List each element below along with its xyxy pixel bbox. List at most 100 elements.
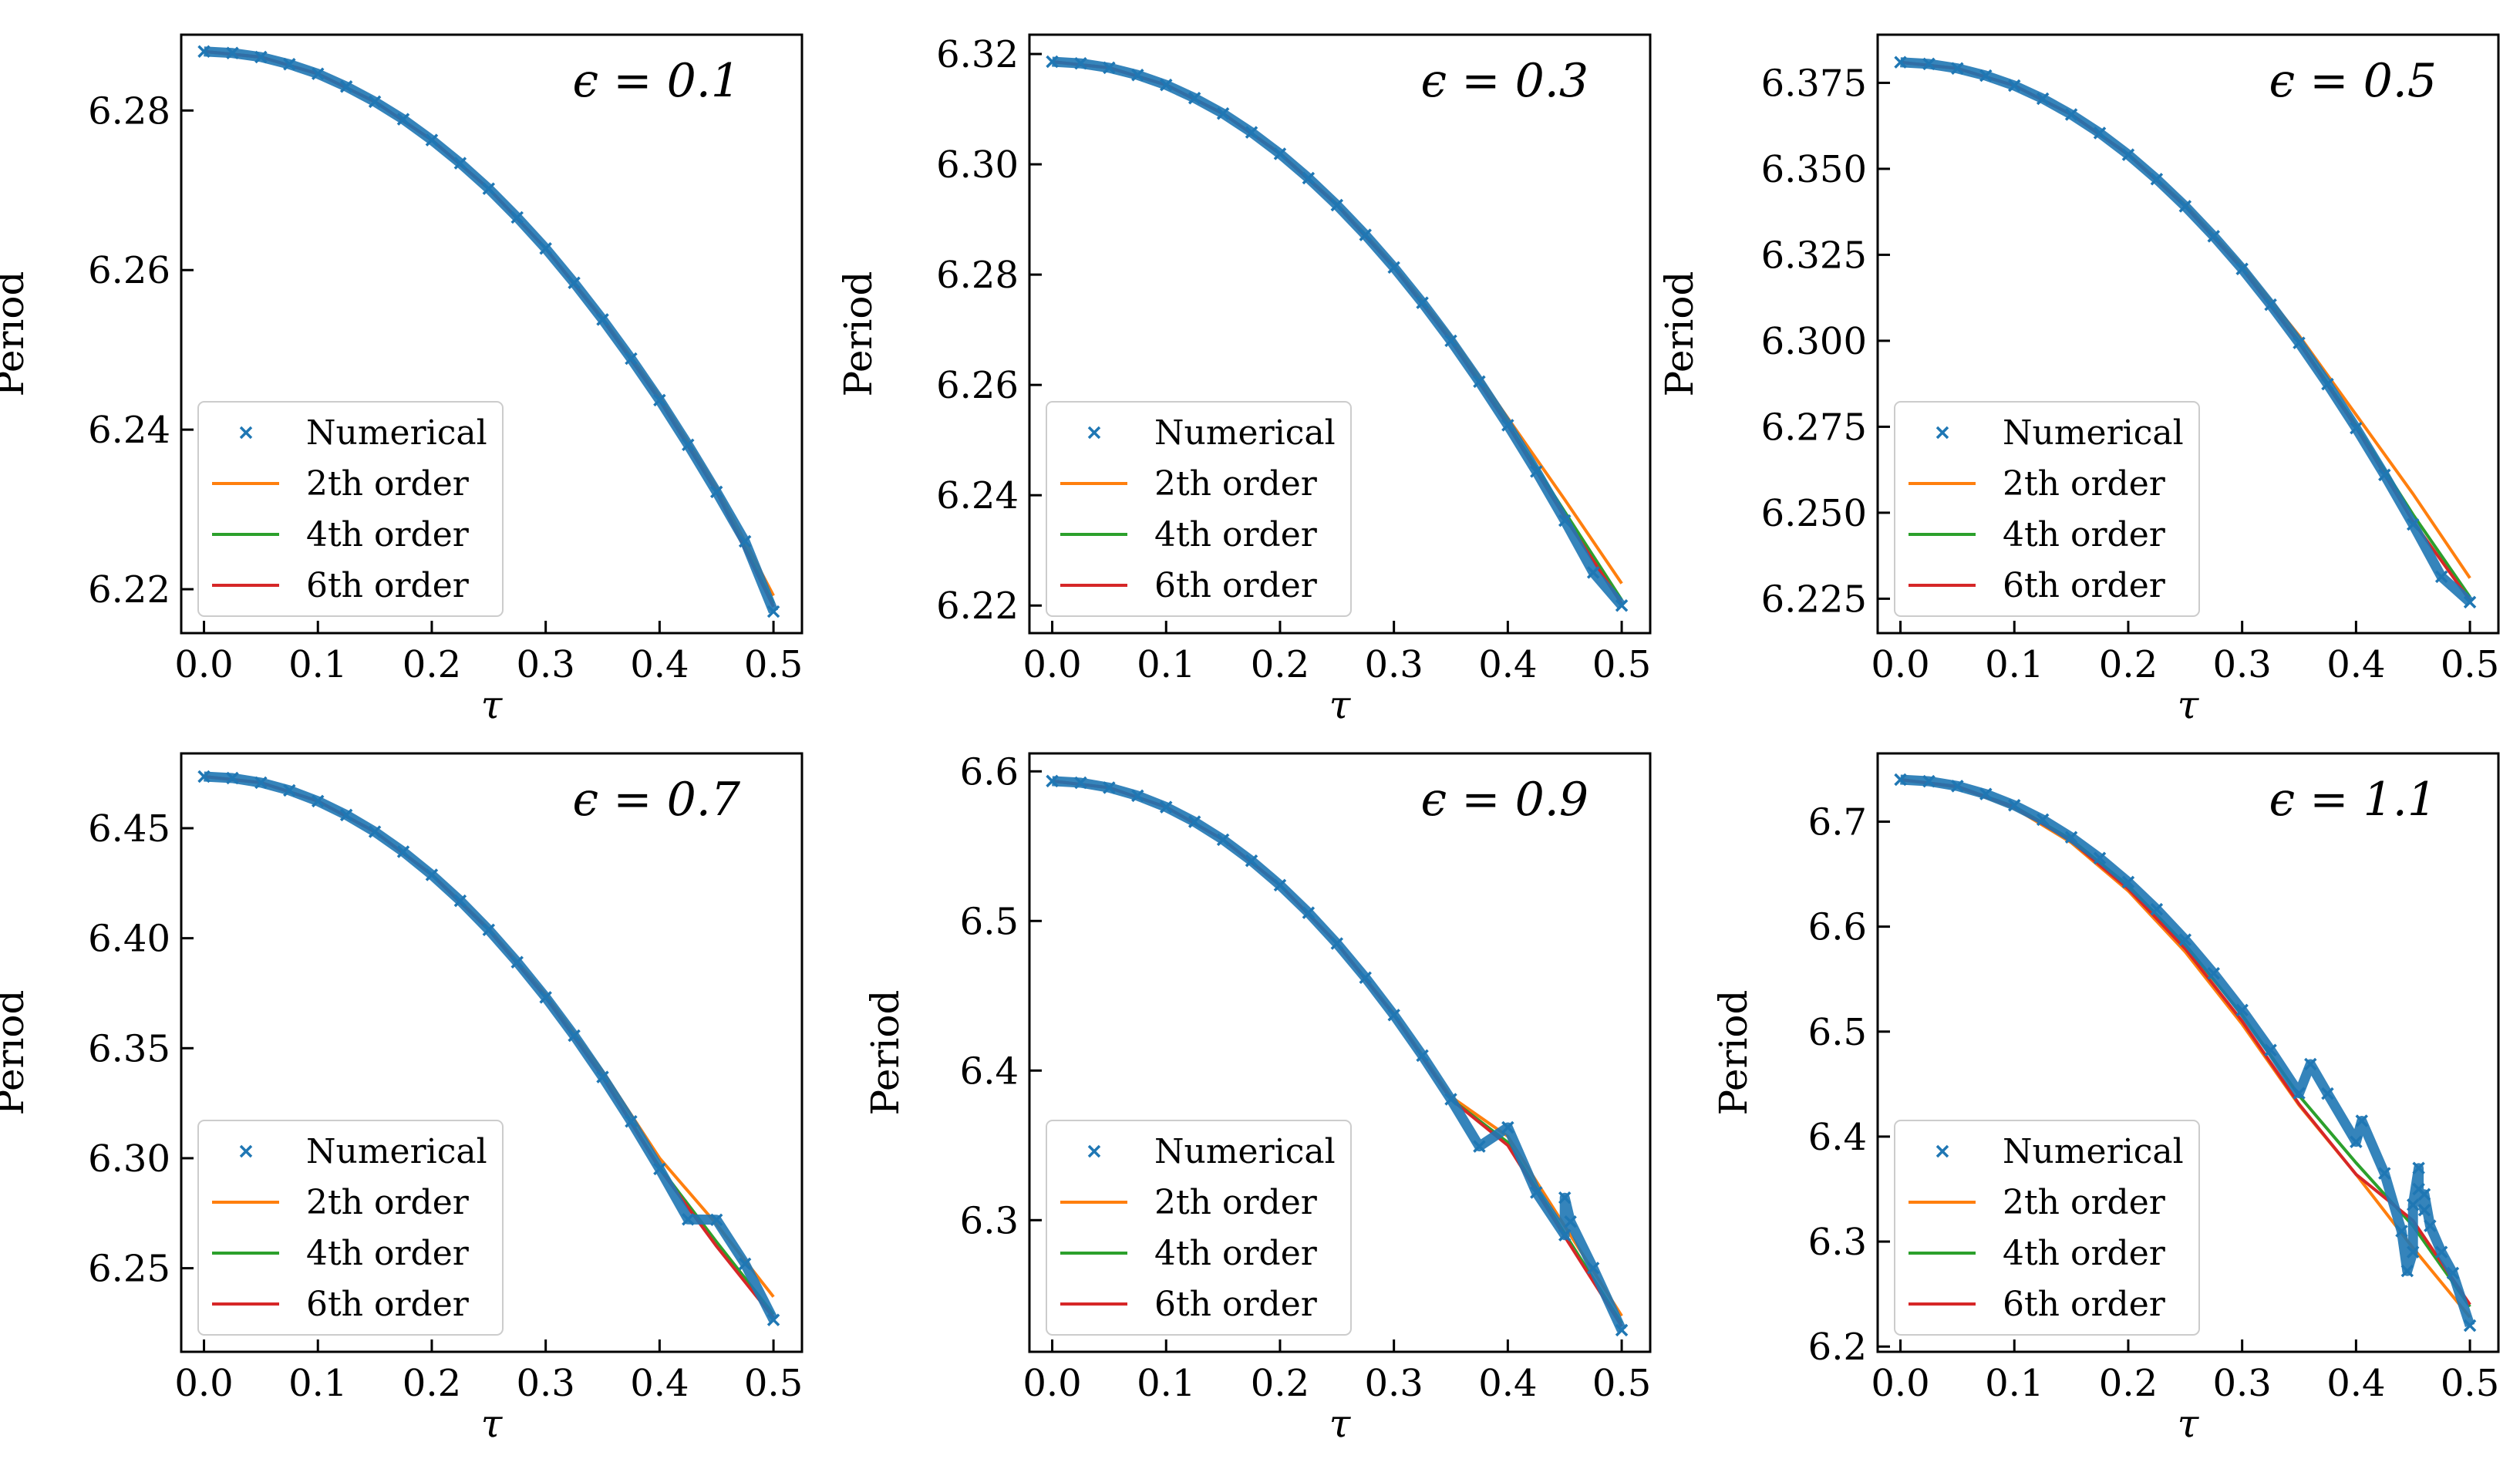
numerical-point	[1302, 906, 1316, 919]
x-tick-label: 0.0	[174, 1362, 233, 1405]
numerical-point	[339, 808, 353, 822]
numerical-point	[2400, 1264, 2414, 1278]
legend-label: 2th order	[306, 1183, 470, 1222]
legend-label: 4th order	[2003, 515, 2166, 554]
legend-label: 6th order	[306, 566, 470, 605]
numerical-point	[1564, 1215, 1577, 1228]
legend-label: 2th order	[1154, 1183, 1318, 1222]
numerical-point	[482, 923, 496, 937]
axes-frame	[180, 752, 804, 1353]
numerical-point	[1046, 55, 1059, 69]
legend: Numerical 2th order 4th order 6th order	[1046, 401, 1352, 617]
x-tick-label: 0.2	[2099, 1362, 2158, 1405]
numerical-point	[1501, 419, 1514, 432]
numerical-point	[2417, 1203, 2431, 1217]
y-tick-label: 6.3	[1808, 1221, 1867, 1264]
x-tick-label: 0.0	[1022, 643, 1081, 686]
numerical-point	[709, 485, 723, 499]
x-tick-label: 0.3	[516, 1362, 574, 1405]
numerical-point	[1245, 126, 1258, 139]
y-axis-label: Period	[0, 271, 32, 397]
numerical-point	[2064, 108, 2078, 121]
numerical-point	[312, 67, 325, 80]
numerical-point	[596, 1070, 609, 1083]
numerical-point	[368, 825, 382, 838]
legend-label: Numerical	[1154, 413, 1336, 453]
legend: Numerical 2th order 4th order 6th order	[197, 1120, 504, 1336]
numerical-point	[1103, 781, 1116, 794]
numerical-point	[1245, 854, 1258, 868]
numerical-point	[2406, 1245, 2420, 1259]
numerical-point	[1530, 465, 1543, 478]
numerical-point	[568, 1029, 581, 1043]
numerical-point	[254, 776, 268, 790]
numerical-point	[197, 770, 211, 783]
numerical-point	[2036, 813, 2050, 827]
legend-box	[1046, 1120, 1352, 1336]
legend-box	[1894, 1120, 2200, 1336]
numerical-point	[2463, 1319, 2477, 1333]
y-tick-label: 6.250	[1761, 492, 1867, 535]
y-tick-label: 6.26	[936, 364, 1019, 407]
numerical-point	[2424, 1219, 2437, 1232]
y-tick-label: 6.40	[88, 918, 170, 961]
panel-title: ϵ = 1.1	[2269, 773, 2437, 827]
numerical-point	[2446, 1266, 2460, 1280]
x-axis-label: τ	[2178, 682, 2200, 727]
numerical-point	[1074, 776, 1087, 790]
numerical-point	[709, 1213, 723, 1227]
numerical-point	[1387, 1009, 1400, 1022]
numerical-point	[1359, 971, 1372, 985]
y-tick-label: 6.5	[960, 900, 1019, 943]
numerical-point	[1586, 566, 1600, 579]
x-tick-label: 0.3	[1364, 643, 1423, 686]
x-tick-label: 0.0	[1871, 1362, 1929, 1405]
y-tick-label: 6.325	[1761, 234, 1867, 277]
y-tick-label: 6.2	[1808, 1326, 1867, 1369]
numerical-point	[396, 845, 410, 858]
y-tick-label: 6.45	[88, 807, 170, 851]
numerical-point	[425, 868, 439, 881]
legend-label: 2th order	[2003, 464, 2166, 504]
numerical-point	[1979, 69, 1993, 83]
numerical-point	[539, 242, 552, 255]
numerical-point	[2008, 79, 2021, 93]
numerical-point	[339, 80, 353, 93]
panel-title: ϵ = 0.3	[1421, 54, 1588, 108]
numerical-point	[1103, 61, 1116, 75]
legend: Numerical 2th order 4th order 6th order	[197, 401, 504, 617]
numerical-point	[2207, 230, 2220, 243]
numerical-point	[2378, 1167, 2391, 1180]
y-axis-label: Period	[1657, 271, 1702, 397]
x-tick-label: 0.0	[1871, 643, 1929, 686]
numerical-point	[283, 783, 296, 797]
numerical-point	[2093, 851, 2107, 864]
numerical-point	[596, 313, 609, 326]
axes-frame	[1876, 33, 2500, 635]
numerical-point	[1473, 375, 1486, 389]
panel-title: ϵ = 0.1	[573, 54, 740, 108]
numerical-point	[625, 352, 638, 366]
legend-label: Numerical	[1154, 1132, 1336, 1171]
legend-label: 6th order	[306, 1285, 470, 1324]
legend-box	[1894, 401, 2200, 617]
numerical-point	[653, 393, 666, 407]
x-axis-label: τ	[481, 1401, 504, 1446]
y-tick-label: 6.225	[1761, 578, 1867, 621]
numerical-point	[1501, 1120, 1514, 1134]
numerical-point	[2355, 1114, 2368, 1127]
numerical-point	[226, 46, 239, 60]
numerical-point	[368, 95, 382, 109]
x-tick-label: 0.1	[1985, 643, 2043, 686]
y-tick-label: 6.6	[960, 750, 1019, 794]
x-tick-label: 0.2	[2099, 643, 2158, 686]
y-tick-label: 6.30	[936, 143, 1019, 187]
legend-label: 4th order	[306, 515, 470, 554]
numerical-point	[1586, 1262, 1600, 1275]
x-tick-label: 0.4	[630, 1362, 689, 1405]
numerical-point	[2264, 298, 2277, 312]
y-tick-label: 6.6	[1808, 906, 1867, 949]
numerical-point	[2350, 1135, 2363, 1148]
numerical-point	[738, 1257, 752, 1271]
numerical-point	[482, 182, 496, 195]
